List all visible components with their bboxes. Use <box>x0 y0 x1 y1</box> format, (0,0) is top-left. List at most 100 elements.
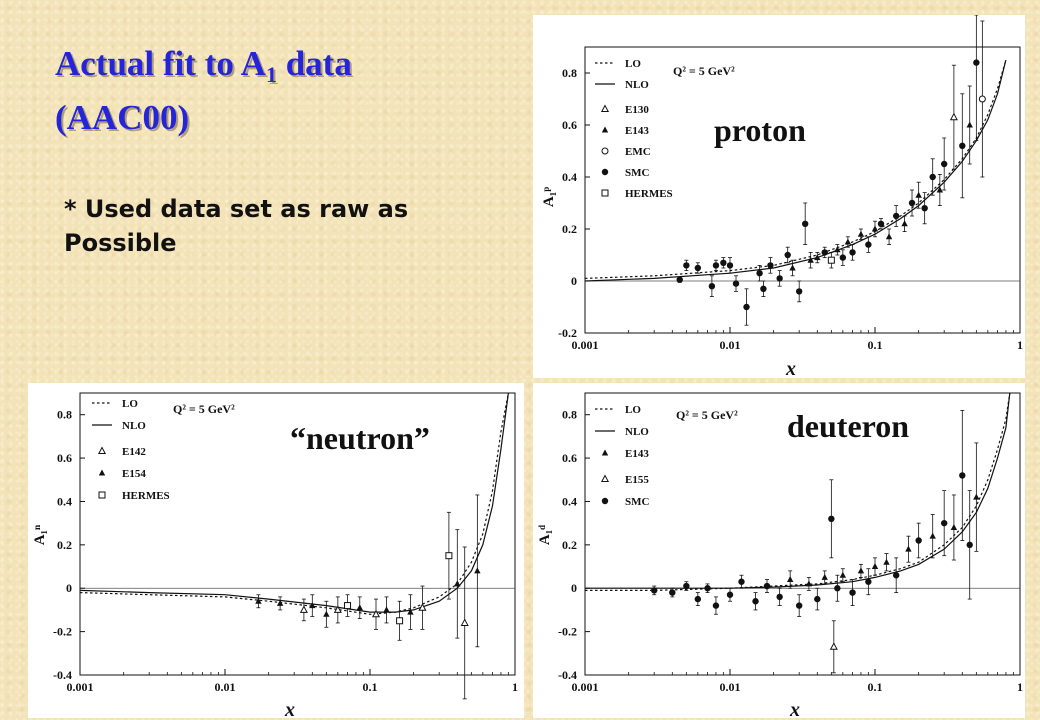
note-line-1: * Used data set as raw as <box>64 195 409 223</box>
neutron-data-point <box>255 597 262 604</box>
deuteron-data-point <box>814 595 821 603</box>
proton-data-point <box>908 199 916 207</box>
proton-data-point <box>694 264 702 272</box>
proton-legend-marker <box>601 147 609 155</box>
deuteron-legend-label: NLO <box>625 426 649 438</box>
proton-curve-lo <box>585 59 1007 279</box>
deuteron-legend-label: SMC <box>625 496 650 508</box>
neutron-data-point <box>371 609 381 618</box>
neutron-data-point <box>445 552 453 560</box>
proton-data-point <box>756 270 763 277</box>
neutron-ytick-label: 0.6 <box>57 451 72 465</box>
proton-legend-label: EMC <box>625 146 651 158</box>
neutron-legend-marker <box>98 469 106 476</box>
neutron-ytick-label: -0.4 <box>53 668 72 682</box>
neutron-xtick-label: 0.01 <box>215 680 236 694</box>
proton-data-point <box>857 230 865 237</box>
proton-data-point <box>732 280 740 287</box>
proton-ytick-label: 0.2 <box>562 222 577 236</box>
proton-legend-marker <box>601 126 609 133</box>
deuteron-data-point <box>966 541 973 549</box>
proton-legend-label: HERMES <box>625 188 673 200</box>
proton-xtick-label: 0.001 <box>572 338 599 352</box>
proton-data-point <box>834 246 841 253</box>
slide-title: Actual fit to A1 data (AAC00) <box>55 42 352 139</box>
deuteron-plot: -0.4 -0.2 0 0.2 0.4 0.6 0.8 0.001 0.01 0.1 1 x A₁ᵈ LO… <box>533 383 1025 718</box>
deuteron-data-point <box>871 563 879 570</box>
deuteron-ytick-label: -0.4 <box>558 668 577 682</box>
deuteron-data-point <box>973 493 980 500</box>
deuteron-data-point <box>883 558 890 565</box>
neutron-legend-marker <box>98 491 106 499</box>
proton-data-point <box>712 262 720 269</box>
proton-y-axis-label: A₁ᵖ <box>541 187 557 207</box>
proton-legend-marker <box>601 189 609 197</box>
neutron-ytick-label: 0.2 <box>57 538 72 552</box>
deuteron-ytick-label: 0.6 <box>562 451 577 465</box>
deuteron-ytick-label: -0.2 <box>558 625 577 639</box>
proton-data-point <box>767 262 774 269</box>
deuteron-xtick-label: 0.01 <box>720 680 741 694</box>
neutron-data-point <box>383 606 390 613</box>
deuteron-data-point <box>669 589 676 596</box>
deuteron-data-point <box>795 602 803 609</box>
neutron-ytick-label: 0.8 <box>57 408 72 422</box>
proton-data-point <box>844 238 852 245</box>
proton-legend-marker <box>601 168 609 176</box>
proton-data-point <box>871 225 879 232</box>
neutron-data-point <box>299 605 308 613</box>
proton-data-point <box>885 233 893 240</box>
proton-data-point <box>827 256 835 264</box>
proton-data-point <box>940 160 948 168</box>
proton-data-point <box>784 251 791 259</box>
neutron-data-point <box>323 610 330 617</box>
neutron-curve-nlo <box>80 392 509 613</box>
neutron-data-point <box>356 604 363 611</box>
deuteron-data-point <box>839 571 847 578</box>
deuteron-xtick-label: 1 <box>1017 680 1023 694</box>
deuteron-data-point <box>712 602 720 609</box>
neutron-data-point <box>396 617 404 625</box>
neutron-data-point <box>418 603 427 611</box>
proton-data-point <box>789 264 796 271</box>
proton-legend-marker <box>600 104 610 112</box>
deuteron-ytick-label: 0 <box>571 581 577 595</box>
deuteron-data-point <box>829 642 838 650</box>
deuteron-data-point <box>892 572 900 579</box>
proton-data-point <box>901 220 908 227</box>
proton-ytick-label: 0 <box>571 274 577 288</box>
deuteron-data-point <box>940 519 948 527</box>
proton-legend-label: E130 <box>625 104 649 116</box>
deuteron-data-point <box>694 595 702 603</box>
deuteron-data-point <box>959 472 966 479</box>
deuteron-curve-nlo <box>585 392 1011 589</box>
proton-data-point <box>877 220 885 227</box>
deuteron-legend-marker <box>601 449 609 456</box>
deuteron-data-point <box>905 545 912 552</box>
note-text: * Used data set as raw as Possible <box>64 192 514 260</box>
neutron-legend-label: E142 <box>122 446 146 458</box>
proton-data-point <box>743 303 750 311</box>
neutron-data-point <box>407 608 414 615</box>
proton-ytick-label: 0.6 <box>562 118 577 132</box>
proton-data-point <box>929 173 936 181</box>
deuteron-data-point <box>786 576 794 583</box>
proton-data-point <box>865 241 872 248</box>
proton-data-point <box>973 59 980 66</box>
neutron-legend-label: NLO <box>122 420 146 432</box>
proton-data-point <box>839 254 847 261</box>
deuteron-data-point <box>805 580 813 587</box>
neutron-ytick-label: 0 <box>66 581 72 595</box>
deuteron-data-point <box>857 567 865 574</box>
title-line2: (AAC00) <box>55 98 190 137</box>
proton-data-point <box>949 112 958 121</box>
deuteron-legend-marker <box>600 474 610 482</box>
neutron-xtick-label: 0.001 <box>67 680 94 694</box>
neutron-legend-label: E154 <box>122 468 146 480</box>
note-line-2: Possible <box>64 229 177 257</box>
proton-xtick-label: 1 <box>1017 338 1023 352</box>
deuteron-ytick-label: 0.4 <box>562 494 577 508</box>
neutron-plot-frame <box>79 392 516 676</box>
title-subscript: 1 <box>265 62 277 87</box>
proton-data-point <box>726 262 734 269</box>
